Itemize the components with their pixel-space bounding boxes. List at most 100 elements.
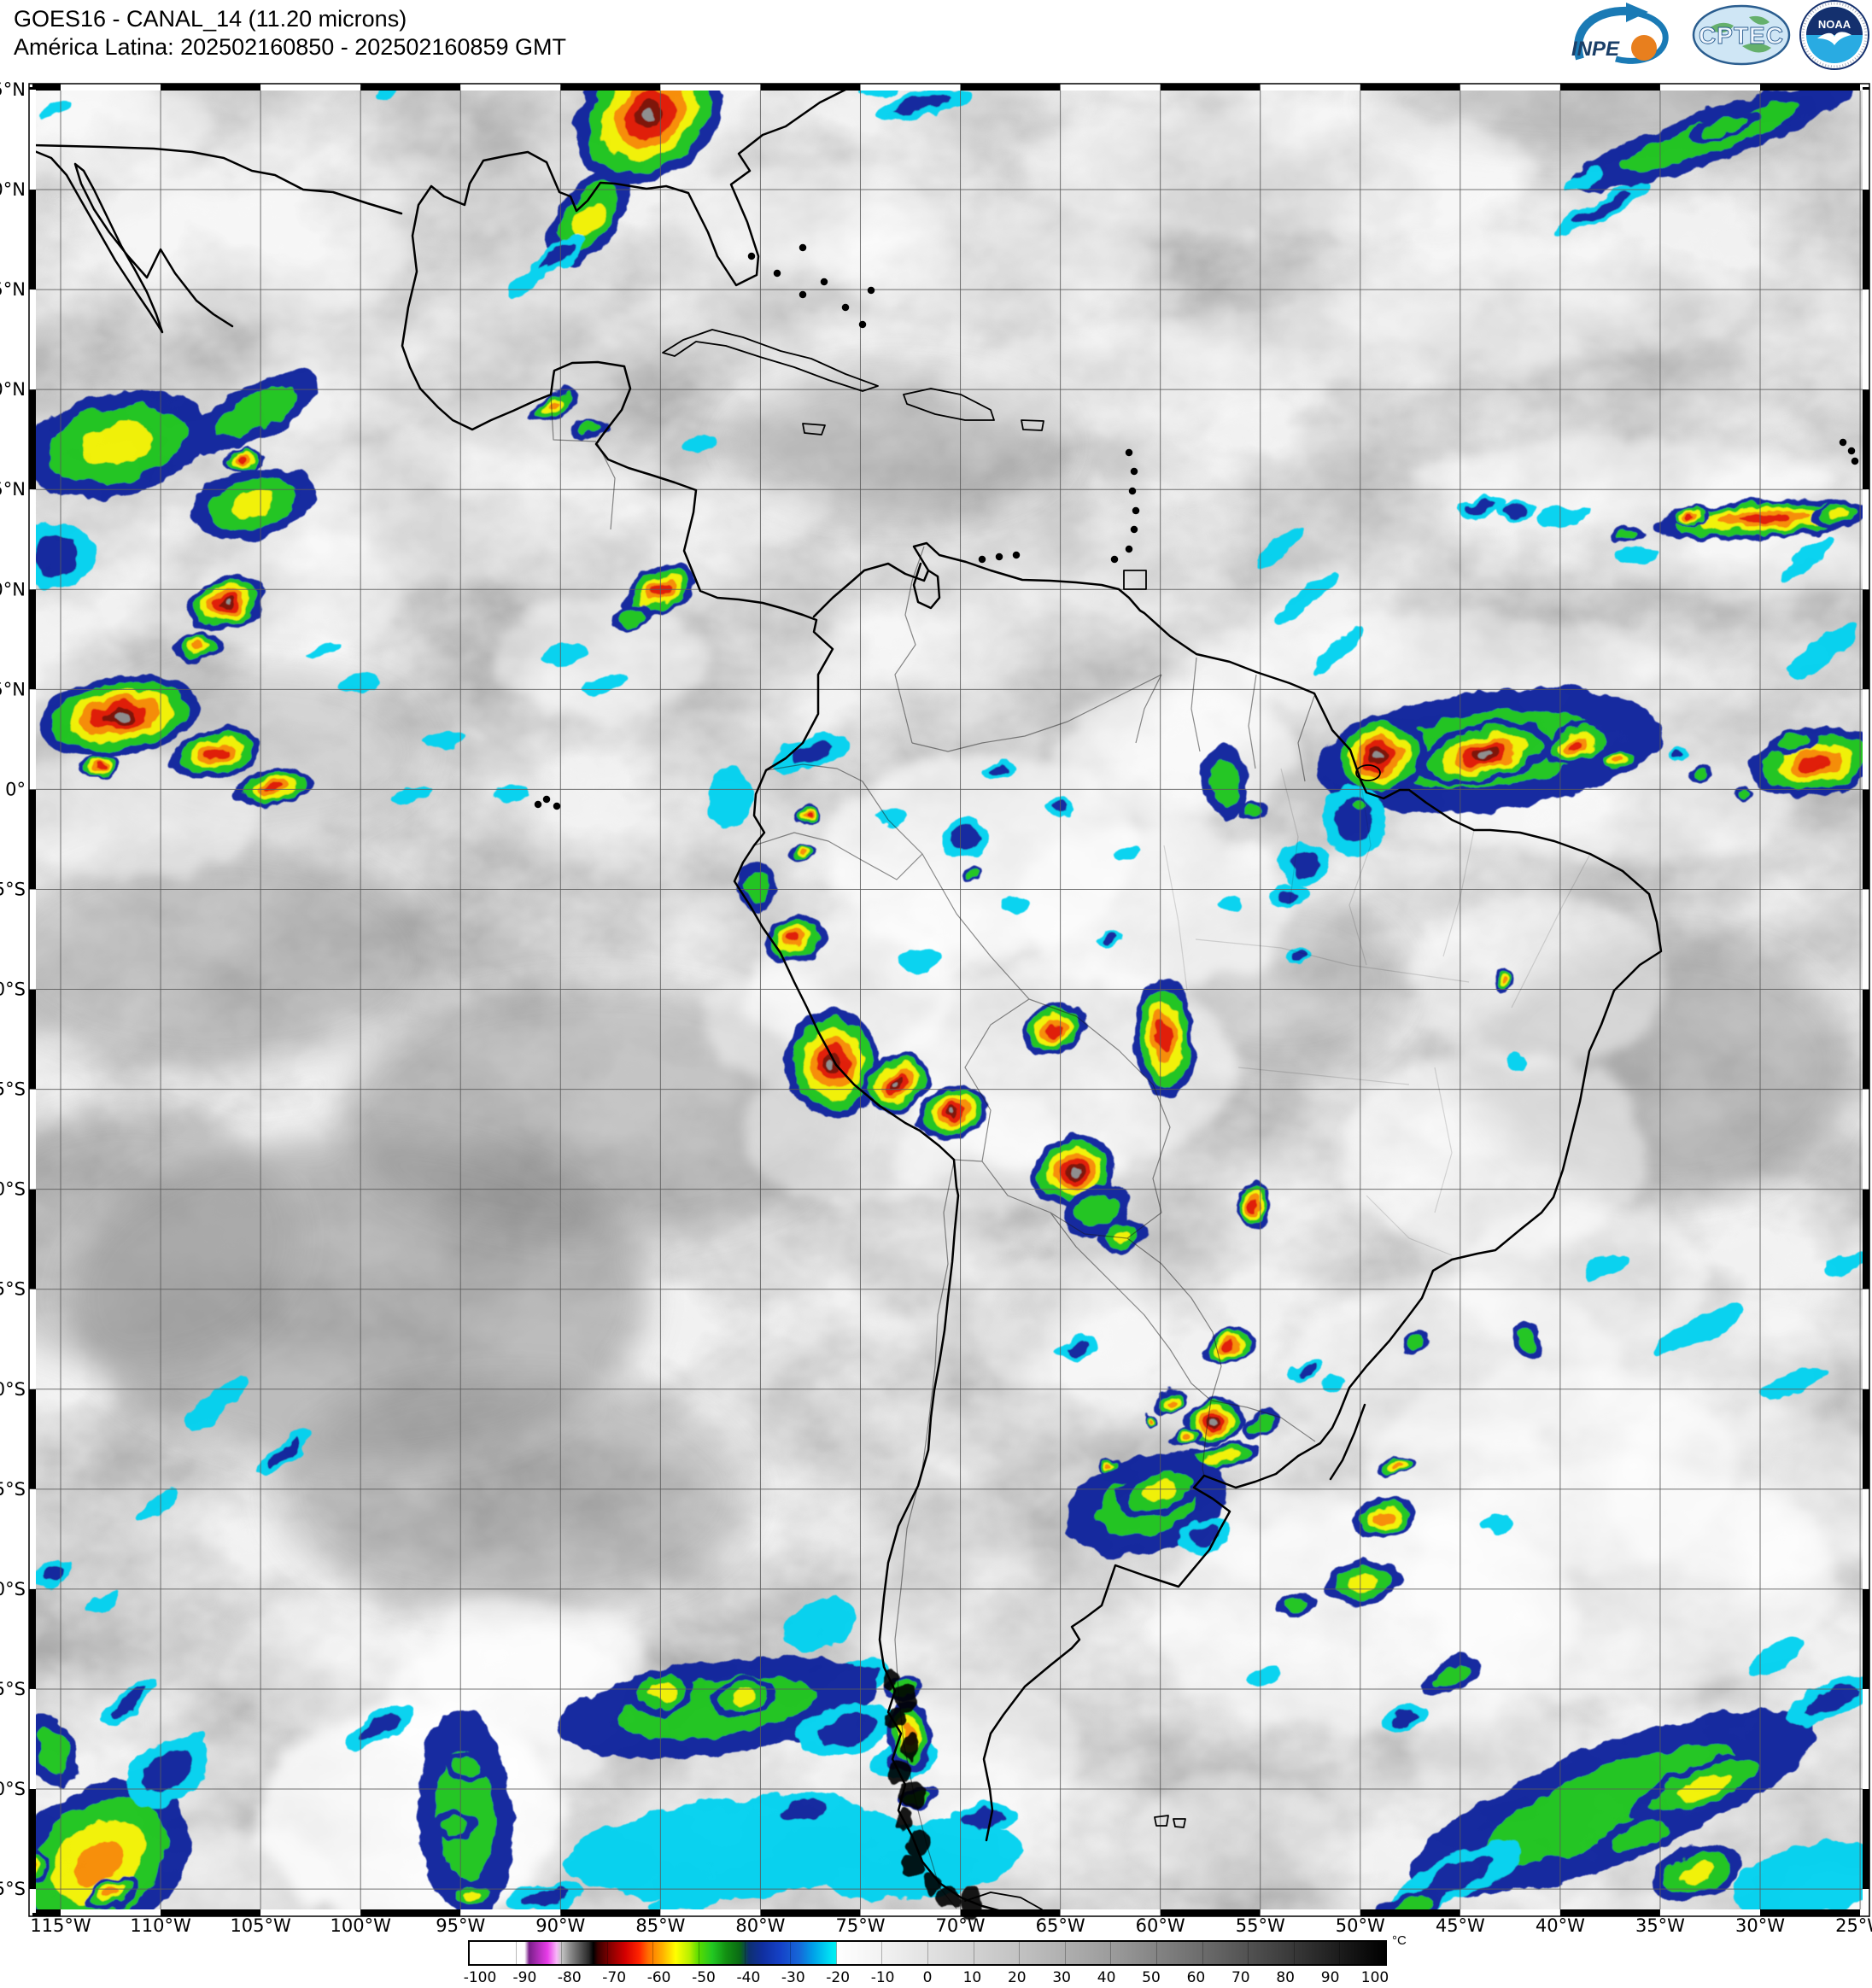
- border-path: [894, 1161, 957, 1909]
- patagonia-fjords: [882, 1667, 982, 1919]
- fjord-blob: [895, 1685, 916, 1714]
- cell-contour: [190, 643, 206, 652]
- coastline-path: [31, 149, 234, 334]
- cloud-patch: [299, 436, 555, 589]
- convection-cell: [35, 99, 67, 118]
- frame-seg: [1760, 1909, 1861, 1916]
- state-border-path: [1442, 829, 1475, 957]
- colorbar-sep: [652, 1942, 654, 1964]
- cell-contour: [238, 458, 249, 465]
- small-island-dot: [1847, 447, 1856, 455]
- convection-cell: [32, 520, 95, 590]
- cell-contour: [1218, 898, 1242, 912]
- frame-seg: [1760, 84, 1861, 91]
- convection-cell: [1492, 966, 1514, 995]
- cell-contour: [1681, 1861, 1715, 1883]
- island-outline: [903, 388, 995, 421]
- colorbar-sep: [1202, 1942, 1203, 1964]
- convection-cell: [237, 768, 313, 807]
- frame-seg: [29, 1289, 36, 1389]
- lon-tick-label: 60°W: [1136, 1915, 1185, 1936]
- convection-cell: [1378, 1457, 1417, 1476]
- frame-seg: [760, 84, 861, 91]
- convection-cell: [573, 418, 609, 440]
- cell-contour: [1259, 526, 1303, 567]
- cell-contour: [35, 99, 67, 118]
- fjord-blob: [888, 1761, 909, 1783]
- cell-contour: [1806, 1686, 1857, 1716]
- island-outline: [1154, 1815, 1169, 1827]
- cell-contour: [441, 1817, 468, 1834]
- convection-cell: [1553, 183, 1649, 236]
- convection-cell: [1732, 1842, 1866, 1913]
- cell-contour: [217, 386, 295, 437]
- cell-contour: [1572, 193, 1630, 225]
- cell-contour: [1284, 1597, 1312, 1614]
- cloud-patch: [1606, 1409, 1866, 1580]
- cell-contour: [1047, 1022, 1062, 1036]
- clear-patch: [32, 845, 436, 1067]
- lon-tick-label: 90°W: [535, 1915, 585, 1936]
- convection-cell: [1033, 1134, 1116, 1209]
- convection-cell: [1002, 898, 1031, 913]
- cloud-patch: [1136, 1776, 1341, 1896]
- small-island-dot: [1132, 506, 1140, 515]
- convection-cell: [1204, 1326, 1255, 1364]
- colorbar-tick: -10: [870, 1969, 895, 1986]
- convection-cell: [1277, 1593, 1319, 1618]
- colorbar-unit: °C: [1392, 1933, 1407, 1948]
- cell-contour: [1296, 1360, 1317, 1376]
- noaa-wordmark: NOAA: [1818, 18, 1852, 31]
- convection-cell: [1654, 1305, 1745, 1354]
- cloud-patch: [102, 188, 410, 325]
- cell-contour: [1212, 757, 1239, 805]
- colorbar-sep: [606, 1942, 608, 1964]
- small-island-dot: [841, 303, 850, 312]
- border-path: [1050, 1212, 1212, 1401]
- state-border-path: [1280, 768, 1299, 906]
- cell-contour: [898, 948, 944, 974]
- convection-cell: [863, 1053, 931, 1113]
- cell-contour: [618, 610, 646, 627]
- convection-cell: [1509, 1050, 1528, 1072]
- frame-seg: [1460, 1909, 1560, 1916]
- cell-contour: [1107, 1462, 1114, 1467]
- fjord-blob: [899, 1855, 925, 1877]
- cell-contour: [1799, 754, 1831, 771]
- colorbar-tick: 10: [962, 1969, 982, 1986]
- convection-cell: [1203, 743, 1248, 820]
- lon-tick-label: 30°W: [1735, 1915, 1785, 1936]
- frame-seg: [860, 1909, 961, 1916]
- frame-seg: [29, 389, 36, 490]
- frame-seg: [1260, 84, 1360, 91]
- cell-contour: [1223, 1340, 1237, 1350]
- frame-seg: [29, 289, 36, 390]
- cell-contour: [1737, 786, 1751, 795]
- coastlines: [31, 85, 1859, 1915]
- frame-seg: [860, 84, 961, 91]
- convection-cell: [765, 1792, 840, 1828]
- cell-contour: [733, 1689, 757, 1706]
- cell-contour: [1582, 1253, 1632, 1278]
- cell-contour: [229, 490, 277, 517]
- frame-seg: [29, 789, 36, 890]
- lon-tick-label: 100°W: [331, 1915, 392, 1936]
- inpe-arrowhead-icon: [1626, 3, 1648, 22]
- cell-contour: [1779, 733, 1808, 750]
- convection-cell: [346, 1704, 414, 1750]
- state-border-path: [1195, 938, 1470, 983]
- small-island-dot: [858, 320, 867, 329]
- frame-seg: [960, 1909, 1061, 1916]
- cell-contour: [538, 642, 589, 666]
- cell-contour: [1142, 1481, 1176, 1501]
- cell-contour: [1290, 951, 1306, 962]
- cell-contour: [1070, 1168, 1079, 1175]
- frame-seg: [29, 190, 36, 290]
- map-frame: [28, 83, 1870, 1917]
- colorbar-tick: -100: [463, 1969, 497, 1986]
- lon-tick-label: 50°W: [1336, 1915, 1385, 1936]
- convection-cell: [255, 1430, 312, 1477]
- cptec-land-icon: [1742, 43, 1771, 53]
- colorbar-sep: [1293, 1942, 1295, 1964]
